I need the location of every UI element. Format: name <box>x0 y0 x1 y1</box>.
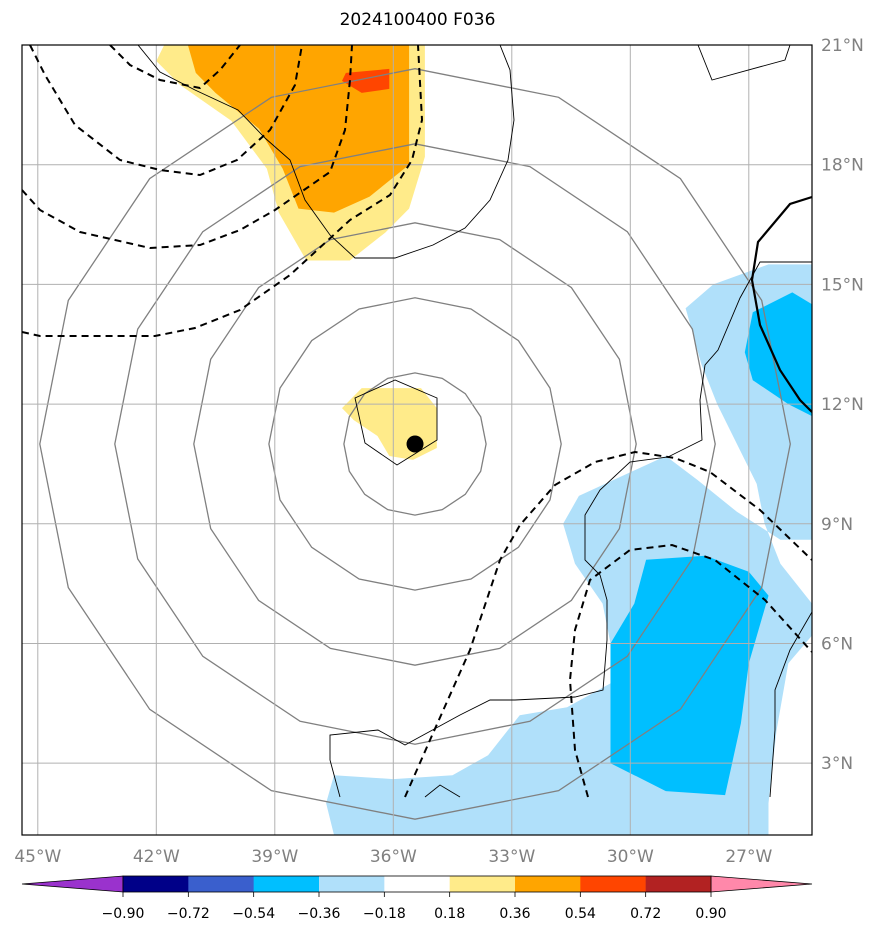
filled-region <box>342 68 390 93</box>
x-tick-label: 39°W <box>251 847 298 867</box>
x-tick-label: 42°W <box>133 847 180 867</box>
x-tick-label: 33°W <box>488 847 535 867</box>
gray-contour <box>114 143 716 745</box>
colorbar-segment <box>384 876 450 892</box>
y-tick-label: 12°N <box>821 395 864 415</box>
dashed-contour <box>29 45 303 177</box>
colorbar-tick-label: −0.90 <box>102 906 145 922</box>
thin-contour <box>329 261 812 798</box>
colorbar-tick-label: −0.18 <box>363 906 406 922</box>
dashed-contour <box>404 450 812 798</box>
colorbar-extend-over <box>710 875 813 893</box>
gray-contour <box>343 372 487 516</box>
colorbar-tick-label: −0.36 <box>298 906 341 922</box>
grid-lines <box>22 45 812 835</box>
dashed-contour <box>568 543 812 798</box>
colorbar-tick-label: 0.18 <box>434 906 465 922</box>
colorbar-segment <box>123 876 189 892</box>
colorbar-extend-under <box>21 875 124 893</box>
filled-regions <box>156 45 812 835</box>
colorbar-segment <box>253 876 320 892</box>
y-tick-label: 6°N <box>821 634 853 654</box>
colorbar-segment <box>188 876 254 892</box>
colorbar-tick-label: 0.72 <box>630 906 661 922</box>
colorbar-segment <box>580 876 646 892</box>
y-tick-label: 3°N <box>821 754 853 774</box>
colorbar-tick-label: 0.36 <box>499 906 530 922</box>
contour-lines <box>22 45 812 798</box>
x-tick-label: 45°W <box>14 847 61 867</box>
dashed-contour <box>109 45 241 90</box>
x-tick-label: 30°W <box>607 847 654 867</box>
thin-contour <box>697 45 791 81</box>
x-tick-label: 27°W <box>725 847 772 867</box>
gray-contour <box>193 222 637 666</box>
colorbar: −0.90 −0.72 −0.54 −0.36 −0.18 0.18 0.36 0.54 0.7… <box>21 875 813 922</box>
colorbar-tick-label: −0.72 <box>167 906 210 922</box>
thin-contour <box>354 379 438 466</box>
colorbar-segment <box>515 876 581 892</box>
colorbar-segment <box>319 876 385 892</box>
y-tick-labels: 21°N 18°N 15°N 12°N 9°N 6°N 3°N <box>821 36 864 774</box>
x-tick-label: 36°W <box>370 847 417 867</box>
gray-contour <box>268 297 562 591</box>
thin-contour <box>769 611 812 798</box>
thin-contour <box>137 45 515 259</box>
filled-region <box>326 264 812 835</box>
colorbar-tick-label: −0.54 <box>232 906 275 922</box>
y-tick-label: 9°N <box>821 515 853 535</box>
filled-region <box>610 555 769 796</box>
colorbar-frame <box>122 875 712 893</box>
colorbar-segment <box>645 876 712 892</box>
map-frame <box>21 44 813 836</box>
solid-contour <box>750 195 812 413</box>
y-tick-label: 15°N <box>821 275 864 295</box>
colorbar-segment <box>449 876 516 892</box>
center-marker <box>406 435 424 453</box>
filled-region <box>744 292 812 417</box>
chart-title: 2024100400 F036 <box>339 10 496 30</box>
y-tick-label: 18°N <box>821 156 864 176</box>
colorbar-tick-label: 0.90 <box>695 906 726 922</box>
thin-contour <box>424 784 461 798</box>
colorbar-tick-label: 0.54 <box>565 906 596 922</box>
y-tick-label: 21°N <box>821 36 864 56</box>
x-tick-labels: 45°W 42°W 39°W 36°W 33°W 30°W 27°W <box>14 847 772 867</box>
